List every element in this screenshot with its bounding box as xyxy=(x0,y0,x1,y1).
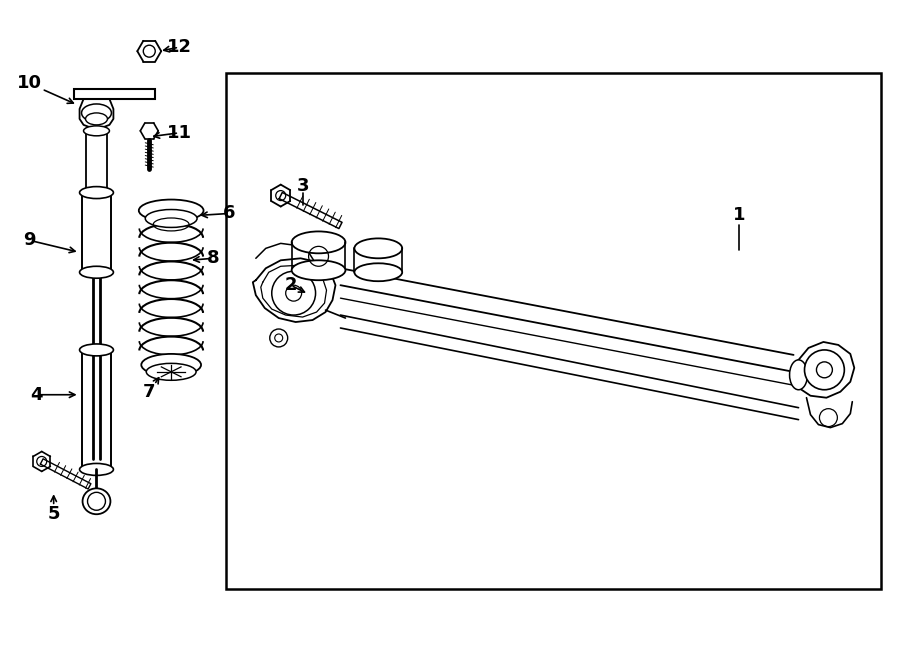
Ellipse shape xyxy=(145,209,197,228)
Ellipse shape xyxy=(79,463,113,475)
Ellipse shape xyxy=(139,199,203,222)
Ellipse shape xyxy=(84,187,110,197)
Text: 4: 4 xyxy=(31,386,43,404)
Ellipse shape xyxy=(292,260,346,280)
Text: 3: 3 xyxy=(296,177,309,195)
Ellipse shape xyxy=(84,126,110,136)
Text: 5: 5 xyxy=(48,505,60,523)
Text: 2: 2 xyxy=(284,276,297,294)
Text: 9: 9 xyxy=(23,232,36,250)
Ellipse shape xyxy=(79,344,113,356)
Ellipse shape xyxy=(79,187,113,199)
Bar xyxy=(226,73,881,589)
Ellipse shape xyxy=(83,489,111,514)
Bar xyxy=(82,193,112,272)
Ellipse shape xyxy=(355,263,402,281)
Ellipse shape xyxy=(86,113,107,125)
Text: 8: 8 xyxy=(207,250,220,267)
Text: 12: 12 xyxy=(166,38,192,56)
Ellipse shape xyxy=(292,232,346,254)
Text: 11: 11 xyxy=(166,124,192,142)
Bar xyxy=(82,350,112,469)
Ellipse shape xyxy=(82,104,112,122)
Circle shape xyxy=(805,350,844,390)
Ellipse shape xyxy=(79,266,113,278)
Bar xyxy=(86,131,107,193)
Text: 10: 10 xyxy=(17,74,42,92)
Ellipse shape xyxy=(141,354,201,376)
Ellipse shape xyxy=(147,363,196,380)
Text: 6: 6 xyxy=(222,205,235,222)
Ellipse shape xyxy=(789,360,807,390)
Ellipse shape xyxy=(355,238,402,258)
Text: 7: 7 xyxy=(143,383,156,401)
Bar xyxy=(74,89,155,99)
Text: 1: 1 xyxy=(733,207,745,224)
